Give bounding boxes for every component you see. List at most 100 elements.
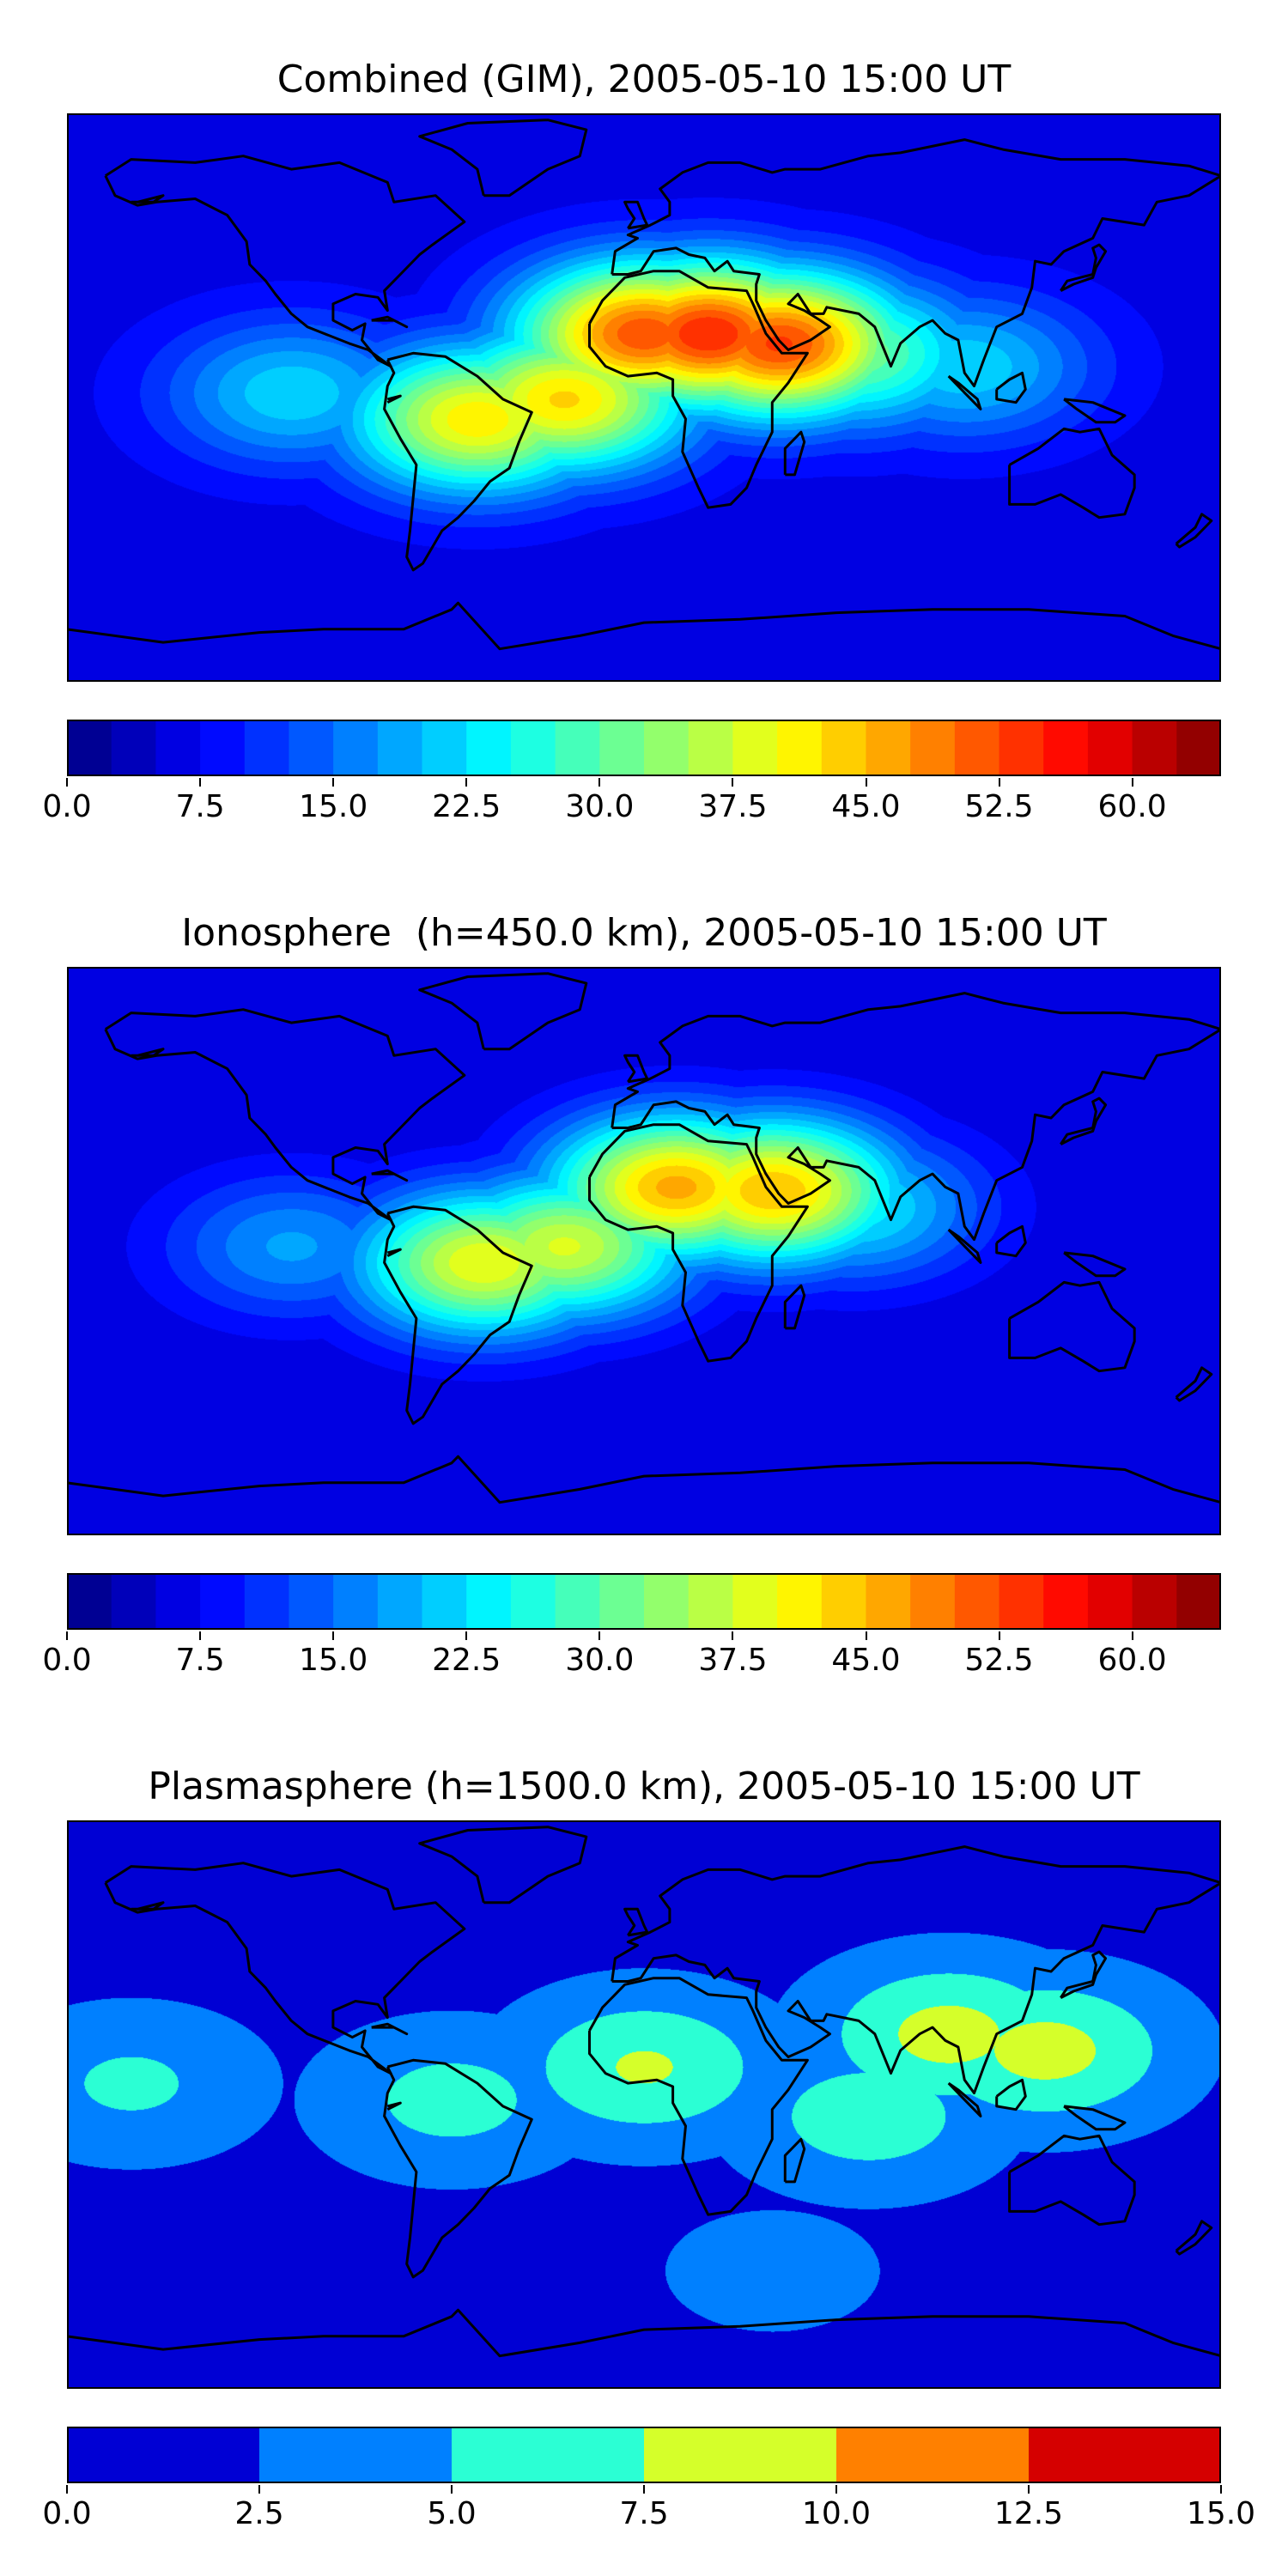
colorbar-tick-label: 10.0 xyxy=(801,2496,872,2531)
colorbar-tick-label: 22.5 xyxy=(432,789,501,824)
coastline xyxy=(623,1907,649,1937)
chart-title: Ionosphere (h=450.0 km), 2005-05-10 15:0… xyxy=(181,911,1107,955)
colorbar-tick-label: 52.5 xyxy=(964,1643,1034,1678)
colorbar-segment xyxy=(422,720,467,776)
colorbar-segment xyxy=(821,1573,867,1630)
colorbar-tick-mark xyxy=(598,1631,601,1640)
coastline xyxy=(1063,398,1127,424)
colorbar-tick-label: 15.0 xyxy=(299,789,368,824)
colorbar-tick-label: 7.5 xyxy=(175,789,225,824)
coastline xyxy=(783,430,806,477)
colorbar-tick-label: 45.0 xyxy=(831,1643,901,1678)
coastline xyxy=(386,1248,402,1258)
colorbar-tick-mark xyxy=(1028,2485,1030,2494)
colorbar-tick-label: 0.0 xyxy=(42,2496,92,2531)
colorbar-tick-label: 2.5 xyxy=(234,2496,284,2531)
coastline xyxy=(1008,427,1136,519)
coastline xyxy=(611,1845,1221,2095)
colorbar-tick-mark xyxy=(199,778,202,787)
coastline xyxy=(67,601,1221,651)
coastline xyxy=(418,972,588,1051)
colorbar-tick-mark xyxy=(332,1631,335,1640)
colorbar-segment xyxy=(1087,720,1133,776)
colorbar-segment xyxy=(1043,1573,1089,1630)
colorbar-segment xyxy=(1043,720,1089,776)
colorbar-segment xyxy=(244,720,290,776)
colorbar-tick-mark xyxy=(332,778,335,787)
colorbar-segment xyxy=(910,1573,956,1630)
colorbar-segment xyxy=(821,720,867,776)
colorbar-tick-label: 52.5 xyxy=(964,789,1034,824)
colorbar-segment xyxy=(688,1573,733,1630)
colorbar-segment xyxy=(510,1573,556,1630)
coastline xyxy=(131,1048,165,1057)
chart-title: Plasmasphere (h=1500.0 km), 2005-05-10 1… xyxy=(148,1765,1140,1808)
coastline xyxy=(1008,1280,1136,1373)
colorbar-segment xyxy=(333,1573,379,1630)
map-frame xyxy=(67,967,1221,1535)
coastline xyxy=(947,374,982,410)
colorbar-tick-mark xyxy=(732,778,734,787)
colorbar-segment xyxy=(688,720,733,776)
coastline xyxy=(611,138,1221,388)
colorbar-segment xyxy=(422,1573,467,1630)
colorbar-tick-label: 0.0 xyxy=(42,789,92,824)
colorbar-tick-mark xyxy=(998,1631,1000,1640)
map-frame xyxy=(67,113,1221,682)
colorbar-tick-label: 7.5 xyxy=(619,2496,669,2531)
coastline xyxy=(1060,1950,1108,1999)
colorbar-segment xyxy=(732,1573,778,1630)
colorbar-tick-mark xyxy=(465,778,468,787)
colorbar-segment xyxy=(599,720,645,776)
colorbar-segment xyxy=(555,720,600,776)
colorbar-segment xyxy=(555,1573,600,1630)
colorbar-segment xyxy=(67,2427,260,2483)
coastline xyxy=(67,1455,1221,1504)
colorbar-tick-mark xyxy=(66,2485,68,2494)
colorbar-tick-mark xyxy=(732,1631,734,1640)
colorbar-tick-mark xyxy=(66,778,68,787)
colorbar-segment xyxy=(155,1573,201,1630)
colorbar-segment xyxy=(644,1573,690,1630)
colorbar xyxy=(67,1573,1221,1630)
colorbar-tick-mark xyxy=(199,1631,202,1640)
colorbar-segment xyxy=(644,720,690,776)
colorbar-frame xyxy=(67,1573,1221,1630)
coastline xyxy=(1175,513,1213,549)
colorbar-segment xyxy=(111,720,156,776)
colorbar-segment xyxy=(732,720,778,776)
coastline xyxy=(1175,2220,1213,2256)
colorbar xyxy=(67,2427,1221,2483)
colorbar-segment xyxy=(200,720,246,776)
coastline xyxy=(131,194,165,204)
colorbar-tick-mark xyxy=(998,778,1000,787)
colorbar-tick-mark xyxy=(1131,1631,1133,1640)
coastline xyxy=(588,270,809,509)
colorbar-segment xyxy=(777,720,823,776)
coastline xyxy=(588,1123,809,1363)
colorbar-segment xyxy=(67,1573,112,1630)
coastline xyxy=(995,2078,1027,2111)
coastline xyxy=(371,2022,409,2036)
colorbar xyxy=(67,720,1221,776)
colorbar-segment xyxy=(466,720,512,776)
coastline xyxy=(995,371,1027,404)
coastline xyxy=(947,2081,982,2117)
coastline xyxy=(104,1862,466,2075)
colorbar-tick-mark xyxy=(66,1631,68,1640)
colorbar-tick-mark xyxy=(865,778,867,787)
colorbar-segment xyxy=(452,2427,645,2483)
colorbar-tick-label: 37.5 xyxy=(698,789,768,824)
coastline xyxy=(947,1228,982,1264)
colorbar-segment xyxy=(67,720,112,776)
coastline xyxy=(131,1901,165,1911)
colorbar-tick-mark xyxy=(451,2485,453,2494)
colorbar-segment xyxy=(155,720,201,776)
coastline xyxy=(418,118,588,197)
coastline-overlay xyxy=(67,113,1221,682)
coastline xyxy=(1063,1251,1127,1278)
colorbar-tick-mark xyxy=(465,1631,468,1640)
colorbar-tick-label: 15.0 xyxy=(1186,2496,1256,2531)
coastline xyxy=(371,1169,409,1182)
